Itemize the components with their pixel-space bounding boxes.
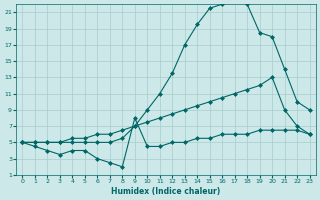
X-axis label: Humidex (Indice chaleur): Humidex (Indice chaleur) [111, 187, 221, 196]
